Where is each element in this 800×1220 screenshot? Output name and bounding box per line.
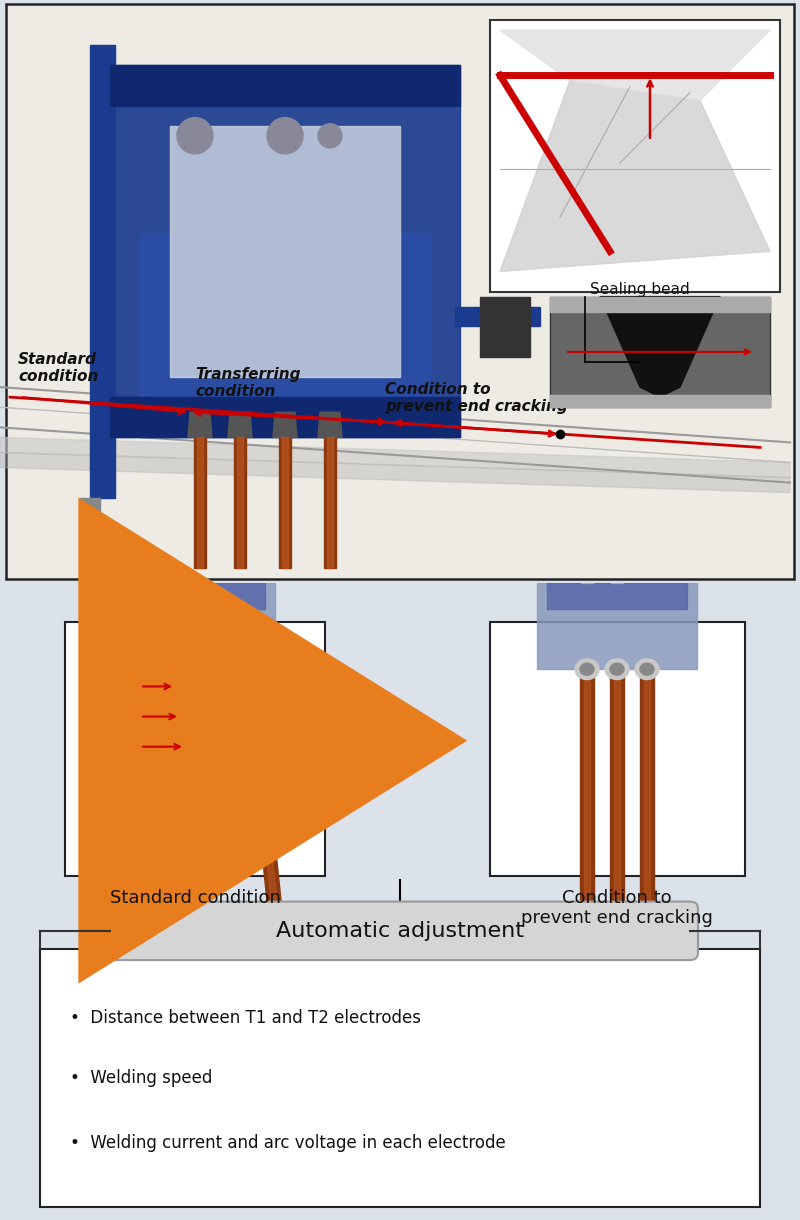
FancyBboxPatch shape — [65, 622, 325, 876]
Circle shape — [318, 123, 342, 148]
Text: •  Welding speed: • Welding speed — [70, 1069, 212, 1087]
FancyBboxPatch shape — [490, 622, 745, 876]
FancyBboxPatch shape — [550, 296, 770, 407]
Text: Standard
condition: Standard condition — [18, 351, 98, 384]
Polygon shape — [611, 561, 623, 583]
Polygon shape — [125, 583, 265, 609]
Text: Condition to
prevent end cracking: Condition to prevent end cracking — [521, 888, 713, 927]
Polygon shape — [115, 583, 275, 670]
Polygon shape — [327, 438, 333, 569]
Text: Standard condition: Standard condition — [110, 888, 281, 906]
Text: Sealing bead: Sealing bead — [590, 282, 690, 296]
Polygon shape — [581, 561, 593, 583]
Polygon shape — [324, 438, 336, 569]
Circle shape — [580, 664, 594, 675]
Polygon shape — [455, 307, 540, 326]
Polygon shape — [480, 296, 530, 357]
Polygon shape — [500, 81, 770, 272]
Circle shape — [635, 659, 659, 680]
Circle shape — [610, 664, 624, 675]
Circle shape — [243, 664, 257, 675]
Polygon shape — [228, 412, 252, 438]
Polygon shape — [237, 438, 243, 569]
Circle shape — [183, 659, 207, 680]
Text: •  Welding current and arc voltage in each electrode: • Welding current and arc voltage in eac… — [70, 1133, 506, 1152]
Polygon shape — [247, 670, 278, 910]
Polygon shape — [170, 126, 400, 377]
Circle shape — [133, 664, 147, 675]
Polygon shape — [550, 395, 770, 407]
Circle shape — [238, 659, 262, 680]
Polygon shape — [188, 670, 202, 910]
Polygon shape — [197, 438, 203, 569]
Polygon shape — [110, 398, 460, 438]
Circle shape — [605, 659, 629, 680]
Circle shape — [267, 117, 303, 154]
Polygon shape — [640, 670, 654, 910]
FancyBboxPatch shape — [40, 949, 760, 1207]
Polygon shape — [110, 66, 460, 438]
Text: •  Distance between T1 and T2 electrodes: • Distance between T1 and T2 electrodes — [70, 1009, 421, 1027]
Polygon shape — [279, 438, 291, 569]
Text: Condition to
prevent end cracking: Condition to prevent end cracking — [385, 382, 568, 415]
Polygon shape — [110, 66, 460, 106]
FancyBboxPatch shape — [6, 4, 794, 579]
Polygon shape — [614, 670, 620, 910]
Circle shape — [575, 659, 599, 680]
FancyBboxPatch shape — [102, 902, 698, 960]
Polygon shape — [140, 233, 430, 438]
Polygon shape — [600, 296, 720, 398]
Circle shape — [128, 659, 152, 680]
Polygon shape — [318, 412, 342, 438]
Polygon shape — [194, 438, 206, 569]
Polygon shape — [188, 412, 212, 438]
Text: Automatic adjustment: Automatic adjustment — [276, 921, 524, 941]
Polygon shape — [80, 498, 100, 517]
Polygon shape — [537, 583, 697, 670]
Polygon shape — [243, 670, 282, 910]
Polygon shape — [610, 670, 624, 910]
Polygon shape — [273, 412, 297, 438]
Circle shape — [640, 664, 654, 675]
Polygon shape — [192, 670, 198, 910]
Polygon shape — [108, 670, 147, 910]
FancyBboxPatch shape — [490, 20, 780, 292]
Polygon shape — [580, 670, 594, 910]
Polygon shape — [234, 438, 246, 569]
Polygon shape — [189, 561, 201, 583]
Polygon shape — [282, 438, 288, 569]
Polygon shape — [0, 438, 790, 477]
Text: Transferring
condition: Transferring condition — [195, 367, 301, 399]
Polygon shape — [584, 670, 590, 910]
Polygon shape — [112, 670, 143, 910]
Polygon shape — [90, 45, 115, 498]
Polygon shape — [547, 583, 687, 609]
Polygon shape — [500, 30, 770, 100]
Polygon shape — [550, 296, 770, 311]
Polygon shape — [134, 561, 146, 583]
Circle shape — [177, 117, 213, 154]
Polygon shape — [0, 453, 790, 493]
Polygon shape — [644, 670, 650, 910]
Circle shape — [188, 664, 202, 675]
